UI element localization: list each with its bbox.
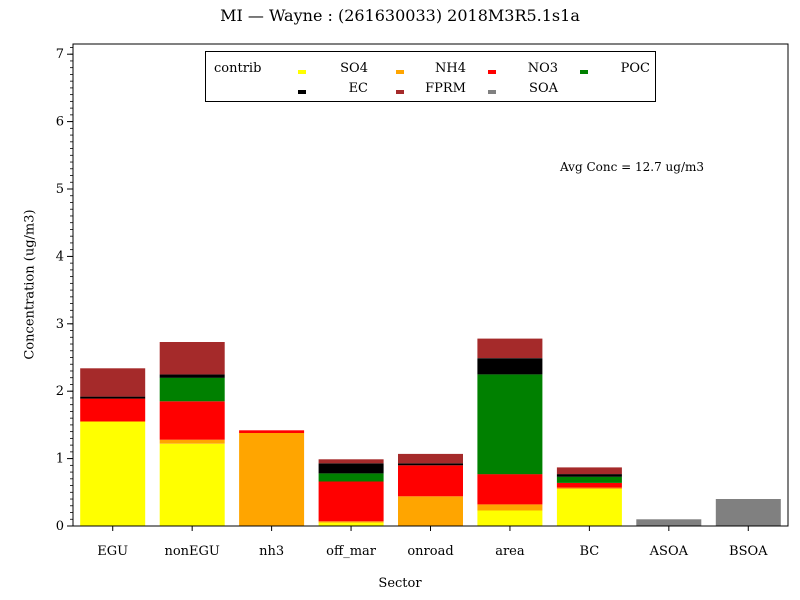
y-tick-label: 4 [56,249,64,264]
bar-segment-BC-NO3 [556,482,622,488]
legend: contrib SO4 NH4 NO3 POC EC FPRM SOA [205,51,656,102]
bar-segment-onroad-NO3 [398,465,463,497]
legend-swatch [580,70,588,74]
x-tick-label-area: area [495,544,525,559]
legend-label: FPRM [425,81,466,96]
bar-segment-nonEGU-SO4 [159,443,225,526]
bar-segment-BC-NH4 [556,487,622,489]
bar-segment-BSOA-SOA [715,499,781,526]
bar-segment-BC-POC [556,476,622,483]
bar-segment-EGU-FPRM [80,368,146,397]
y-tick-label: 3 [56,317,64,332]
legend-label: POC [620,61,650,76]
x-tick-label-EGU: EGU [97,544,128,559]
legend-swatch [396,90,404,94]
bar-segment-BC-SO4 [556,488,622,526]
bar-segment-onroad-NH4 [398,496,463,526]
legend-entry-SO4: SO4 [286,61,371,77]
x-tick-label-off_mar: off_mar [326,544,377,559]
y-tick-label: 7 [56,47,64,62]
bar-segment-nonEGU-POC [159,377,225,402]
bar-segment-nh3-NO3 [239,430,305,433]
y-tick-label: 0 [56,519,64,534]
bar-segment-EGU-EC [80,396,146,399]
legend-label: NH4 [435,61,466,76]
y-tick-label: 1 [56,452,64,467]
y-tick-label: 6 [56,115,64,130]
x-tick-label-BC: BC [580,544,600,559]
x-axis-label: Sector [378,576,422,591]
bar-segment-off_mar-FPRM [318,459,384,464]
bar-segment-area-FPRM [477,338,543,359]
legend-swatch [488,70,496,74]
legend-entry-EC: EC [286,81,371,97]
legend-title: contrib [214,61,262,76]
avg-conc-annotation: Avg Conc = 12.7 ug/m3 [560,160,704,174]
bar-segment-area-EC [477,358,543,375]
legend-label: NO3 [527,61,558,76]
bar-segment-onroad-EC [398,463,463,466]
legend-entry-POC: POC [568,61,653,77]
legend-entry-NH4: NH4 [384,61,469,77]
bar-segment-area-NO3 [477,474,543,505]
bar-segment-BC-FPRM [556,467,622,475]
y-axis: 0 1 2 3 4 5 6 7 [56,47,73,534]
legend-entry-SOA: SOA [476,81,561,97]
bar-segment-area-SO4 [477,510,543,526]
legend-swatch [298,70,306,74]
bar-segment-off_mar-EC [318,463,384,474]
bar-segment-nonEGU-NH4 [159,439,225,444]
bar-segment-EGU-NO3 [80,398,146,422]
x-tick-label-onroad: onroad [407,544,453,559]
chart-title: MI — Wayne : (261630033) 2018M3R5.1s1a [220,6,580,25]
bar-segment-nonEGU-EC [159,374,225,378]
bar-segment-off_mar-NO3 [318,481,384,522]
bar-segment-off_mar-NH4 [318,521,384,523]
bar-segment-off_mar-SO4 [318,522,384,526]
bar-segment-off_mar-POC [318,473,384,482]
bar-segment-onroad-FPRM [398,453,463,464]
y-axis-label: Concentration (ug/m3) [22,209,38,360]
bar-segment-ASOA-SOA [636,519,702,526]
legend-swatch [488,90,496,94]
bar-group [80,338,781,526]
bar-segment-area-NH4 [477,504,543,511]
bar-segment-nh3-NH4 [239,433,305,526]
x-tick-label-BSOA: BSOA [729,544,768,559]
legend-swatch [298,90,306,94]
x-tick-label-nh3: nh3 [259,544,284,559]
legend-label: SO4 [340,61,368,76]
legend-label: SOA [529,81,558,96]
legend-entry-NO3: NO3 [476,61,561,77]
legend-label: EC [348,81,368,96]
bar-segment-nonEGU-FPRM [159,342,225,375]
y-tick-label: 2 [56,384,64,399]
x-tick-label-ASOA: ASOA [649,544,689,559]
x-axis: EGU nonEGU nh3 off_mar onroad area BC ASOA BSOA [97,526,768,559]
bar-segment-area-POC [477,374,543,475]
y-tick-label: 5 [56,182,64,197]
legend-entry-FPRM: FPRM [384,81,469,97]
bar-segment-BC-EC [556,474,622,477]
bar-segment-nonEGU-NO3 [159,401,225,440]
legend-swatch [396,70,404,74]
bar-segment-EGU-SO4 [80,421,146,526]
x-tick-label-nonEGU: nonEGU [164,544,219,559]
